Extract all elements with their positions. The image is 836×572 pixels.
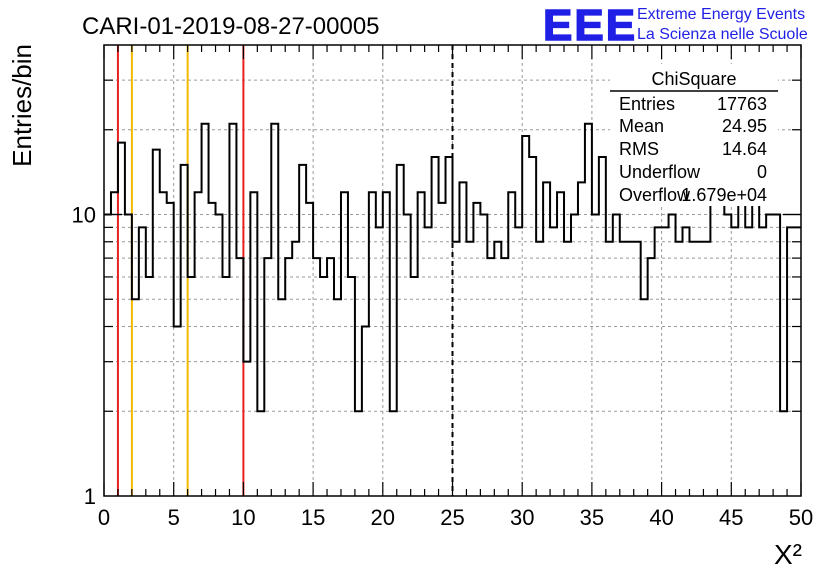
stats-value-entries: 17763 bbox=[717, 94, 767, 114]
x-tick-label: 0 bbox=[98, 505, 110, 530]
y-axis-ticks: 1 10 bbox=[72, 79, 801, 509]
chart-title: CARI-01-2019-08-27-00005 bbox=[82, 13, 380, 40]
x-axis-label: X² bbox=[774, 539, 802, 570]
x-tick-label: 15 bbox=[301, 505, 325, 530]
stats-box-background bbox=[610, 64, 778, 206]
y-axis-label: Entries/bin bbox=[7, 44, 37, 167]
x-tick-label: 5 bbox=[168, 505, 180, 530]
stats-label-rms: RMS bbox=[619, 139, 659, 159]
x-tick-label: 30 bbox=[510, 505, 534, 530]
stats-value-overflow: 1.679e+04 bbox=[681, 185, 767, 205]
org-name: Extreme Energy Events bbox=[637, 6, 805, 23]
histogram-line bbox=[104, 122, 801, 413]
x-tick-label: 35 bbox=[580, 505, 604, 530]
x-tick-label: 10 bbox=[231, 505, 255, 530]
stats-value-mean: 24.95 bbox=[722, 116, 767, 136]
y-tick-label: 10 bbox=[72, 202, 96, 227]
x-axis-ticks: 0 5 10 15 20 25 30 35 40 45 50 bbox=[98, 45, 813, 530]
stats-value-underflow: 0 bbox=[757, 162, 767, 182]
org-subtitle: La Scienza nelle Scuole bbox=[637, 26, 808, 43]
x-tick-label: 25 bbox=[440, 505, 464, 530]
stats-box: ChiSquare Entries 17763 Mean 24.95 RMS 1… bbox=[610, 64, 778, 206]
stats-label-overflow: Overflow bbox=[619, 185, 691, 205]
stats-label-mean: Mean bbox=[619, 116, 664, 136]
x-tick-label: 45 bbox=[719, 505, 743, 530]
y-tick-label: 1 bbox=[84, 484, 96, 509]
x-tick-label: 50 bbox=[789, 505, 813, 530]
eee-logo: EEE bbox=[543, 1, 637, 50]
x-tick-label: 20 bbox=[371, 505, 395, 530]
x-tick-label: 40 bbox=[649, 505, 673, 530]
stats-title: ChiSquare bbox=[651, 69, 736, 89]
stats-label-underflow: Underflow bbox=[619, 162, 701, 182]
stats-value-rms: 14.64 bbox=[722, 139, 767, 159]
stats-label-entries: Entries bbox=[619, 94, 675, 114]
